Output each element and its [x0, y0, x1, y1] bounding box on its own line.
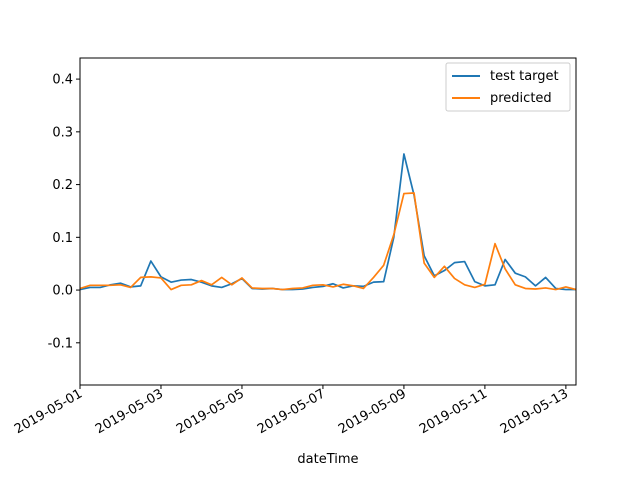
y-tick-label: 0.0	[52, 284, 73, 299]
legend-label-test-target: test target	[490, 69, 559, 84]
y-tick-label: -0.1	[48, 336, 73, 351]
x-tick-label: 2019-05-05	[174, 386, 247, 437]
y-tick-label: 0.3	[52, 125, 73, 140]
legend-label-predicted: predicted	[490, 91, 552, 106]
y-tick-label: 0.4	[52, 73, 73, 88]
x-tick-label: 2019-05-09	[336, 386, 409, 437]
x-tick-label: 2019-05-11	[417, 386, 490, 437]
series-line-test-target	[80, 153, 576, 291]
x-tick-label: 2019-05-07	[255, 386, 328, 437]
axes-frame	[79, 57, 577, 386]
x-axis: 2019-05-01 2019-05-03 2019-05-05 2019-05-07…	[12, 385, 571, 437]
series-layer	[80, 153, 576, 291]
x-tick-label: 2019-05-13	[498, 386, 571, 437]
x-axis-label: dateTime	[297, 452, 358, 467]
legend: test target predicted	[445, 62, 571, 112]
x-tick-label: 2019-05-03	[93, 386, 166, 437]
x-tick-label: 2019-05-01	[12, 386, 85, 437]
y-tick-label: 0.1	[52, 231, 73, 246]
y-tick-label: 0.2	[52, 178, 73, 193]
series-line-predicted	[80, 192, 576, 291]
y-axis: -0.1 0.0 0.1 0.2 0.3 0.4	[48, 73, 80, 351]
